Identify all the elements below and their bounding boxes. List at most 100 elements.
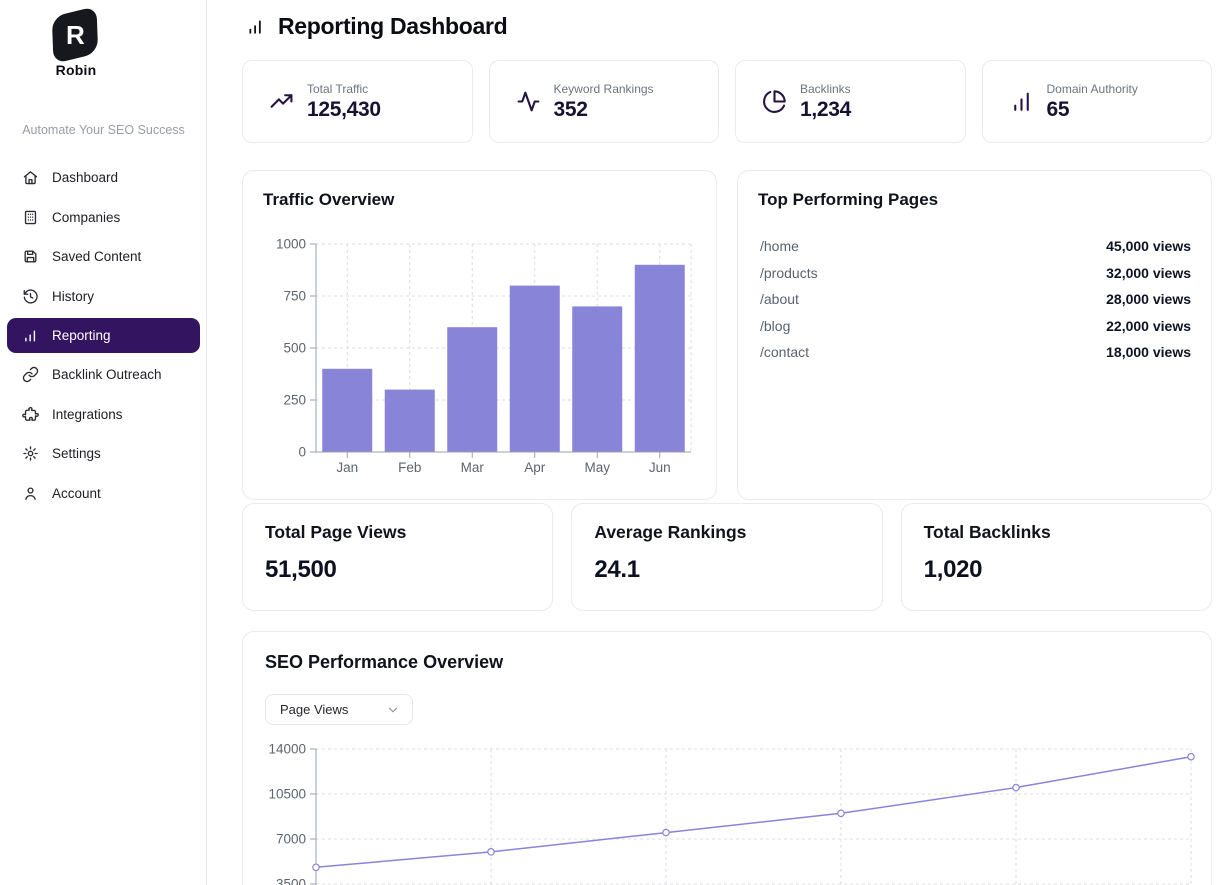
sidebar-item-companies[interactable]: Companies	[0, 198, 207, 238]
seo-line-chart: 0350070001050014000JanFebMarAprMayJun	[251, 741, 1206, 885]
table-row: /about 28,000 views	[760, 286, 1191, 313]
svg-text:1000: 1000	[276, 237, 306, 252]
sidebar-item-reporting[interactable]: Reporting	[7, 318, 200, 353]
svg-text:10500: 10500	[268, 787, 306, 802]
chevron-down-icon	[386, 703, 400, 717]
stat-label: Backlinks	[800, 81, 851, 96]
svg-text:May: May	[584, 460, 610, 475]
svg-text:750: 750	[283, 289, 306, 304]
sidebar-item-saved-content[interactable]: Saved Content	[0, 237, 207, 277]
summary-cards-row: Total Page Views 51,500 Average Rankings…	[242, 503, 1212, 611]
svg-text:3500: 3500	[276, 877, 306, 885]
stat-label: Keyword Rankings	[553, 81, 654, 96]
table-row: /blog 22,000 views	[760, 313, 1191, 340]
stat-card-keyword-rankings: Keyword Rankings 352	[488, 60, 719, 143]
stat-label: Domain Authority	[1046, 81, 1138, 96]
sidebar-item-label: Saved Content	[52, 249, 142, 265]
metric-select[interactable]: Page Views	[265, 694, 413, 725]
sidebar-item-label: Account	[52, 485, 101, 501]
svg-text:250: 250	[283, 393, 306, 408]
svg-text:Jun: Jun	[649, 460, 671, 475]
sidebar-item-label: Backlink Outreach	[52, 367, 162, 383]
building-icon	[22, 209, 39, 226]
sidebar-item-backlink-outreach[interactable]: Backlink Outreach	[0, 355, 207, 395]
table-row: /home 45,000 views	[760, 233, 1191, 260]
summary-card-total-backlinks: Total Backlinks 1,020	[900, 503, 1212, 611]
brand-tagline: Automate Your SEO Success	[22, 123, 185, 137]
home-icon	[22, 169, 39, 186]
page-path: /contact	[760, 344, 810, 361]
trending-up-icon	[269, 89, 294, 114]
sidebar-item-label: Companies	[52, 209, 121, 225]
bar-chart-icon	[246, 17, 265, 36]
stat-cards-row: Total Traffic 125,430 Keyword Rankings 3…	[242, 60, 1212, 143]
svg-text:Feb: Feb	[398, 460, 421, 475]
top-pages-list: /home 45,000 views /products 32,000 view…	[760, 233, 1191, 366]
select-value: Page Views	[280, 702, 349, 717]
puzzle-icon	[22, 406, 39, 423]
seo-performance-card: SEO Performance Overview Page Views 0350…	[242, 631, 1212, 885]
svg-text:Mar: Mar	[461, 460, 485, 475]
sidebar-item-label: Dashboard	[52, 170, 119, 186]
sidebar-nav: Dashboard Companies Saved Content Histor…	[0, 158, 207, 513]
svg-text:Jan: Jan	[336, 460, 358, 475]
page-header: Reporting Dashboard	[246, 13, 508, 40]
page-path: /blog	[760, 317, 791, 334]
save-icon	[22, 248, 39, 265]
robin-logo: R	[51, 5, 99, 65]
page-path: /products	[760, 264, 818, 281]
stat-card-backlinks: Backlinks 1,234	[735, 60, 966, 143]
charts-row: Traffic Overview 0 250 500 750 1000 Jan Feb Mar…	[242, 170, 1212, 500]
summary-title: Total Backlinks	[923, 522, 1051, 542]
traffic-bar-chart: 0 250 500 750 1000 Jan Feb Mar Apr May Jun	[251, 237, 701, 490]
activity-icon	[516, 89, 541, 114]
traffic-overview-card: Traffic Overview 0 250 500 750 1000 Jan Feb Mar…	[242, 170, 717, 500]
gear-icon	[22, 445, 39, 462]
page-views: 32,000 views	[1106, 264, 1191, 281]
table-row: /contact 18,000 views	[760, 339, 1191, 366]
bar-chart-icon	[1009, 89, 1034, 114]
stat-card-domain-authority: Domain Authority 65	[981, 60, 1212, 143]
stat-value: 352	[553, 97, 588, 121]
summary-card-average-rankings: Average Rankings 24.1	[571, 503, 883, 611]
sidebar-item-history[interactable]: History	[0, 277, 207, 317]
summary-value: 24.1	[594, 556, 640, 583]
link-icon	[22, 366, 39, 383]
summary-value: 51,500	[265, 556, 337, 583]
logo-letter: R	[65, 19, 85, 50]
svg-text:500: 500	[283, 341, 306, 356]
sidebar-item-dashboard[interactable]: Dashboard	[0, 158, 207, 198]
card-title: Traffic Overview	[263, 190, 395, 209]
sidebar-item-label: Integrations	[52, 406, 123, 422]
history-icon	[22, 288, 39, 305]
svg-text:Apr: Apr	[524, 460, 546, 475]
page-title: Reporting Dashboard	[278, 13, 508, 39]
stat-value: 65	[1046, 97, 1070, 121]
top-pages-card: Top Performing Pages /home 45,000 views …	[737, 170, 1212, 500]
bar-chart-icon	[22, 327, 39, 344]
sidebar-item-label: History	[52, 288, 95, 304]
svg-text:0: 0	[298, 445, 306, 460]
sidebar-item-settings[interactable]: Settings	[0, 434, 207, 474]
brand-name: Robin	[55, 62, 97, 78]
sidebar-item-account[interactable]: Account	[0, 474, 207, 514]
svg-text:7000: 7000	[276, 832, 306, 847]
page-views: 45,000 views	[1106, 238, 1191, 255]
page-views: 18,000 views	[1106, 344, 1191, 361]
stat-value: 1,234	[800, 97, 852, 121]
sidebar-item-integrations[interactable]: Integrations	[0, 395, 207, 435]
page-path: /about	[760, 291, 799, 308]
summary-value: 1,020	[923, 556, 983, 583]
table-row: /products 32,000 views	[760, 260, 1191, 287]
card-title: SEO Performance Overview	[265, 652, 504, 672]
sidebar: R Robin Automate Your SEO Success Dashbo…	[0, 0, 207, 885]
page-path: /home	[760, 238, 799, 255]
svg-text:14000: 14000	[268, 742, 306, 757]
stat-card-total-traffic: Total Traffic 125,430	[242, 60, 473, 143]
page-views: 22,000 views	[1106, 317, 1191, 334]
summary-card-total-page-views: Total Page Views 51,500	[242, 503, 554, 611]
stat-value: 125,430	[307, 97, 381, 121]
sidebar-item-label: Reporting	[52, 328, 111, 343]
user-icon	[22, 485, 39, 502]
